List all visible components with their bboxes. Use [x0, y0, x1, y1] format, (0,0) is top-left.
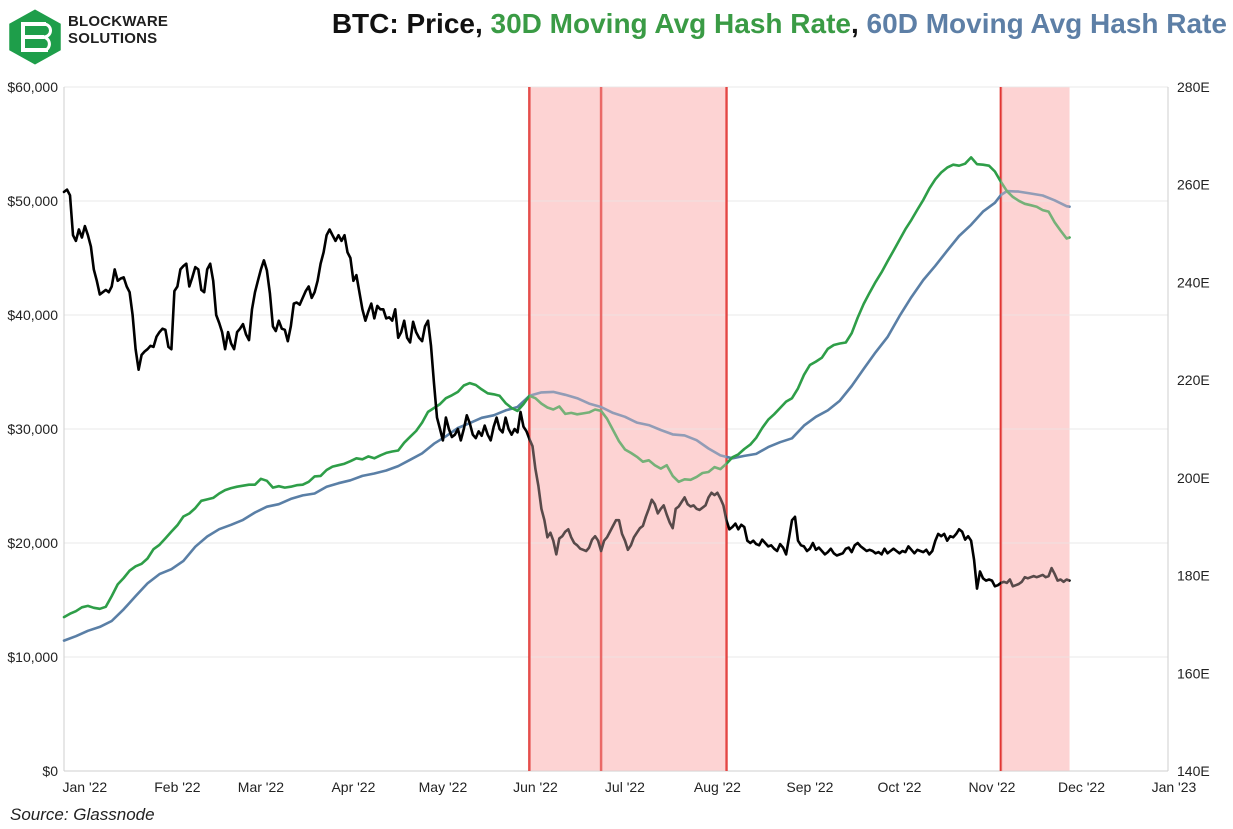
- btc-price-line: [62, 188, 1071, 590]
- left-tick-label: $30,000: [7, 421, 58, 437]
- title-30d: 30D Moving Avg Hash Rate: [490, 8, 851, 39]
- right-tick-label: 140E: [1177, 763, 1210, 779]
- title-separator-2: ,: [850, 8, 867, 39]
- x-tick-label: Oct '22: [877, 779, 921, 795]
- right-tick-label: 220E: [1177, 372, 1210, 388]
- x-tick-label: Jul '22: [605, 779, 645, 795]
- x-axis-tick-labels: Jan '22 Feb '22 Mar '22 Apr '22 May '22 Jun '…: [63, 779, 1197, 795]
- shaded-overlay-1: [529, 87, 727, 771]
- title-60d: 60D Moving Avg Hash Rate: [866, 8, 1227, 39]
- event-lines: [528, 87, 1003, 771]
- right-tick-label: 280E: [1177, 79, 1210, 95]
- x-tick-label: Nov '22: [968, 779, 1015, 795]
- left-tick-label: $50,000: [7, 193, 58, 209]
- source-note: Source: Glassnode: [10, 805, 155, 824]
- x-tick-label: Dec '22: [1058, 779, 1105, 795]
- right-tick-label: 180E: [1177, 568, 1210, 584]
- left-tick-label: $0: [42, 763, 58, 779]
- x-tick-label: May '22: [419, 779, 468, 795]
- x-tick-label: Sep '22: [786, 779, 833, 795]
- brand-line-1: BLOCKWARE: [68, 13, 169, 30]
- blockware-logo-icon: [6, 6, 64, 68]
- left-tick-label: $40,000: [7, 307, 58, 323]
- left-tick-label: $10,000: [7, 649, 58, 665]
- right-tick-label: 200E: [1177, 470, 1210, 486]
- right-tick-label: 260E: [1177, 177, 1210, 193]
- x-tick-label: Jan '22: [63, 779, 108, 795]
- right-tick-label: 160E: [1177, 665, 1210, 681]
- brand-line-2: SOLUTIONS: [68, 30, 158, 47]
- x-tick-label: Jun '22: [513, 779, 558, 795]
- chart-title: BTC: Price, 30D Moving Avg Hash Rate, 60…: [332, 8, 1227, 40]
- axes: [63, 87, 1169, 772]
- x-tick-label: Mar '22: [238, 779, 284, 795]
- x-tick-label: Feb '22: [154, 779, 200, 795]
- price-hashrate-chart: $0 $10,000 $20,000 $30,000 $40,000 $50,000 $60…: [7, 79, 1210, 795]
- series-lines: [62, 87, 1071, 771]
- title-separator-1: ,: [474, 8, 491, 39]
- x-tick-label: Aug '22: [694, 779, 741, 795]
- x-tick-label: Apr '22: [331, 779, 375, 795]
- left-tick-label: $20,000: [7, 535, 58, 551]
- hash-rate-30d-line: [62, 156, 1071, 619]
- x-tick-label: Jan '23: [1152, 779, 1197, 795]
- right-tick-label: 240E: [1177, 274, 1210, 290]
- left-tick-label: $60,000: [7, 79, 58, 95]
- title-price: BTC: Price: [331, 8, 475, 39]
- left-axis-tick-labels: $0 $10,000 $20,000 $30,000 $40,000 $50,000 $60…: [7, 79, 58, 779]
- gridlines: [64, 86, 1168, 658]
- right-axis-tick-labels: 140E 160E 180E 200E 220E 240E 260E 280E: [1177, 79, 1210, 779]
- brand-name: BLOCKWARE SOLUTIONS: [68, 13, 168, 47]
- shaded-overlay-2: [1000, 87, 1070, 771]
- hash-rate-60d-line: [62, 189, 1071, 642]
